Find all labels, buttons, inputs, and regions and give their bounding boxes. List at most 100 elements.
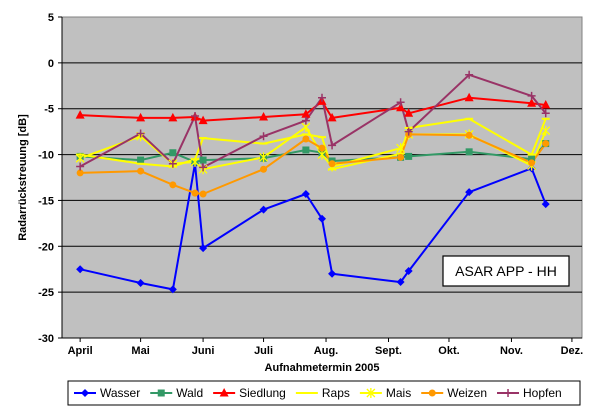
series-line-raps [79,117,547,171]
data-point-wald [137,156,145,164]
data-point-siedlung [464,92,474,102]
legend-label-wald: Wald [176,386,203,400]
x-tick-label: Juni [192,345,215,357]
data-point-weizen [328,160,336,168]
data-point-weizen [76,169,84,177]
legend-marker-siedlung [219,388,229,397]
x-tick-label: Juli [254,345,273,357]
data-point-mais [75,153,85,164]
data-point-wasser [136,278,145,287]
data-point-wasser [76,265,85,274]
series-line-hopfen [79,73,547,169]
y-tick-label: -25 [38,287,54,299]
y-tick-label: -30 [38,333,54,345]
legend-label-raps: Raps [322,386,350,400]
legend-label-mais: Mais [386,386,411,400]
y-tick-label: -15 [38,195,54,207]
legend-label-weizen: Weizen [447,386,487,400]
data-point-hopfen [396,98,405,107]
data-point-hopfen [318,93,326,102]
data-point-hopfen [527,91,536,100]
x-axis-title: Aufnahmetermin 2005 [265,362,380,374]
data-point-siedlung [404,108,414,117]
data-point-wald [199,156,207,164]
data-point-wasser [541,200,550,209]
data-point-wasser [396,278,405,287]
data-point-wald [528,155,536,163]
data-point-weizen [191,189,199,197]
x-tick-label: Aug. [314,345,338,357]
y-axis-title: Radarrückstreuung [dB] [17,114,29,241]
y-tick-label: -10 [38,150,54,162]
data-point-weizen [542,140,550,148]
data-point-siedlung [541,100,551,109]
data-point-weizen [397,153,405,161]
data-point-wasser [199,244,208,253]
data-point-siedlung [327,112,337,122]
data-point-wasser [328,269,337,278]
data-point-hopfen [136,129,145,138]
data-point-weizen [169,181,177,189]
legend-marker-wald [157,389,165,397]
data-point-hopfen [541,109,550,118]
legend-marker-hopfen [504,389,513,397]
series-line-wasser [79,162,547,291]
x-tick-label: Nov. [500,345,523,357]
data-point-mais [259,152,269,163]
series-line-weizen [80,133,547,195]
data-point-weizen [260,165,268,173]
data-point-siedlung [259,111,269,121]
data-point-wasser [318,214,326,223]
legend-label-wasser: Wasser [100,386,140,400]
data-point-hopfen [191,112,200,121]
data-point-weizen [465,131,473,139]
data-point-mais [541,125,551,136]
x-tick-label: April [68,345,93,357]
data-point-siedlung [396,102,406,112]
data-point-hopfen [301,116,310,125]
data-point-wald [169,149,177,157]
x-tick-label: Dez. [561,345,584,357]
data-point-wasser [259,205,268,214]
x-tick-label: Mai [131,345,149,357]
data-point-hopfen [404,127,413,136]
annotation-box [442,255,570,287]
data-point-siedlung [198,115,208,125]
data-point-wasser [404,267,413,276]
legend-label-hopfen: Hopfen [523,386,562,400]
data-point-mais [396,143,406,154]
data-point-wald [465,148,473,156]
y-tick-label: -20 [38,241,54,253]
legend-label-siedlung: Siedlung [239,386,286,400]
legend-marker-weizen [428,389,436,397]
data-point-wasser [301,190,310,199]
data-point-hopfen [259,132,268,141]
data-point-siedlung [75,110,85,119]
data-point-hopfen [168,159,177,168]
data-point-wald [302,146,310,154]
annotation-label: ASAR APP - HH [455,263,557,279]
data-point-hopfen [328,141,337,150]
data-point-siedlung [301,109,311,118]
y-tick-label: -5 [44,104,54,116]
data-point-hopfen [76,162,85,171]
x-tick-label: Okt. [438,345,459,357]
data-point-hopfen [465,70,474,79]
legend-marker-wasser [81,389,89,397]
data-point-wasser [168,285,177,294]
plot-area [61,16,583,339]
x-tick-label: Sept. [375,345,402,357]
data-point-siedlung [527,98,537,107]
data-point-wald [405,152,413,160]
data-point-weizen [302,135,310,143]
data-point-mais [190,156,200,167]
data-point-weizen [318,144,326,152]
data-point-siedlung [136,112,146,122]
data-point-wasser [465,188,474,197]
y-tick-label: 0 [48,58,54,70]
y-tick-label: 5 [48,12,54,24]
data-point-weizen [528,159,536,167]
legend-marker-mais [366,388,376,398]
